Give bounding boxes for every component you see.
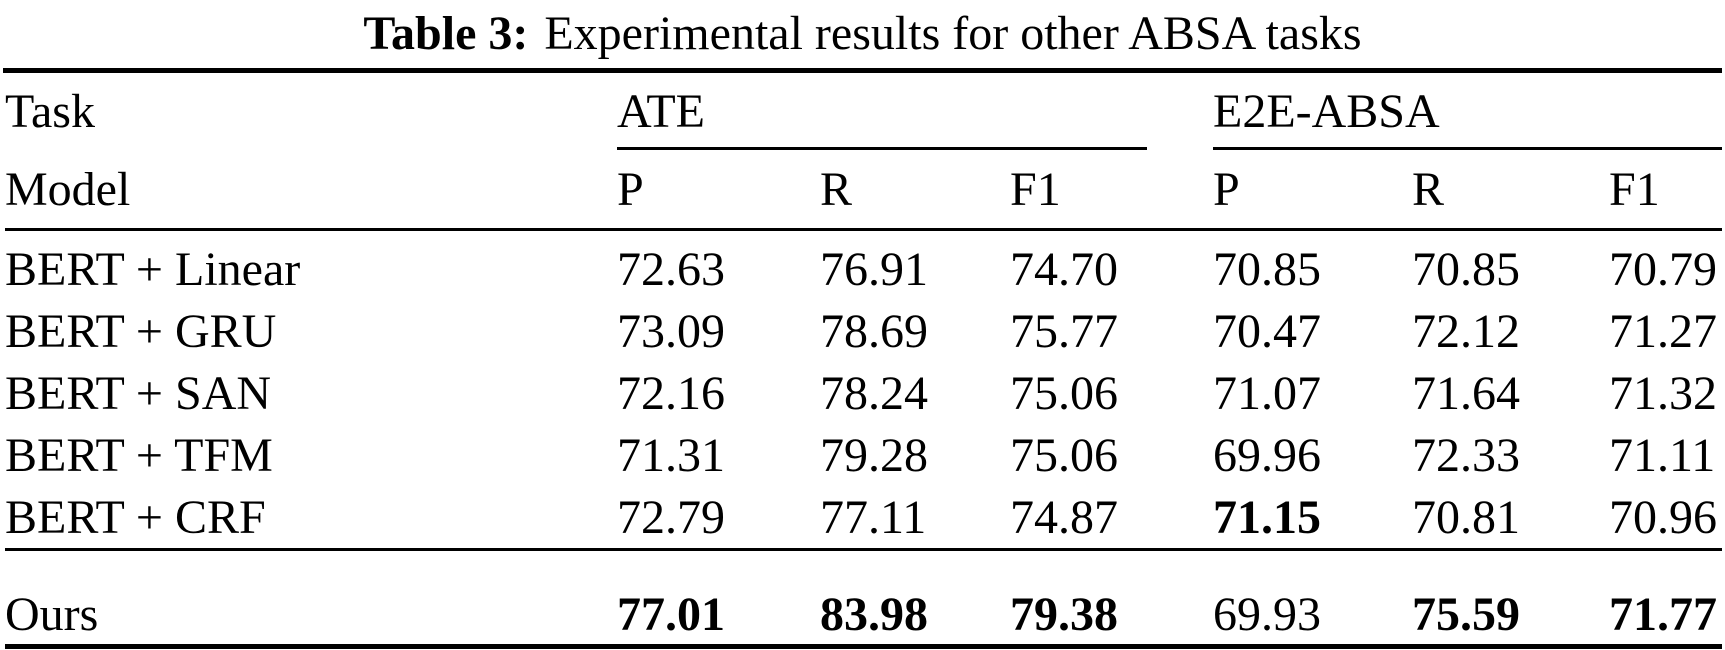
cell-ate-f1: 75.77 [1010, 305, 1118, 359]
group-e2e-label: E2E-ABSA [1213, 85, 1440, 138]
ate-underline-rule [617, 147, 1147, 150]
table-row-bert-tfm: BERT + TFM 71.31 79.28 75.06 69.96 72.33… [5, 424, 1722, 486]
cell-e2e-f1: 70.96 [1609, 490, 1717, 544]
cell-e2e-p-best: 71.15 [1213, 490, 1321, 544]
table-row-bert-crf: BERT + CRF 72.79 77.11 74.87 71.15 70.81… [5, 486, 1722, 548]
cell-ate-r: 77.11 [820, 490, 927, 544]
cell-e2e-p: 69.96 [1213, 428, 1321, 482]
header-ate-f1: F1 [1010, 162, 1061, 216]
model-name: Ours [5, 588, 99, 641]
cell-e2e-p: 69.93 [1213, 588, 1321, 641]
cell-ate-p: 72.79 [617, 490, 725, 544]
caption-text: Experimental results for other ABSA task… [544, 6, 1362, 60]
header-ate-p: P [617, 162, 644, 216]
table-row-bert-gru: BERT + GRU 73.09 78.69 75.77 70.47 72.12… [5, 301, 1722, 363]
cell-e2e-p: 70.47 [1213, 305, 1321, 359]
table-row-ours: Ours 77.01 83.98 79.38 69.93 75.59 71.77 [5, 551, 1722, 649]
cell-e2e-r-best: 75.59 [1412, 588, 1520, 641]
cell-e2e-f1: 71.32 [1609, 366, 1717, 420]
cell-ate-r: 79.28 [820, 428, 928, 482]
header-task: Task [5, 85, 95, 138]
results-table: Task ATE E2E-ABSA Model P R F1 P R F1 BE… [3, 68, 1722, 649]
header-e2e-p: P [1213, 162, 1240, 216]
metric-header-row: Model P R F1 P R F1 [5, 150, 1722, 231]
cell-ate-p: 73.09 [617, 305, 725, 359]
cell-ate-p: 71.31 [617, 428, 725, 482]
cell-ate-f1-best: 79.38 [1010, 588, 1118, 641]
header-e2e-f1: F1 [1609, 162, 1660, 216]
cell-ate-p-best: 77.01 [617, 588, 725, 641]
cell-ate-f1: 74.70 [1010, 243, 1118, 297]
header-group-e2e: E2E-ABSA [1213, 73, 1722, 150]
cell-e2e-r: 72.12 [1412, 305, 1520, 359]
cell-ate-r: 78.69 [820, 305, 928, 359]
cell-e2e-r: 70.81 [1412, 490, 1520, 544]
cell-ate-p: 72.63 [617, 243, 725, 297]
cell-e2e-f1: 71.11 [1609, 428, 1716, 482]
table-row-bert-linear: BERT + Linear 72.63 76.91 74.70 70.85 70… [5, 239, 1722, 301]
cell-ate-f1: 75.06 [1010, 366, 1118, 420]
model-name: BERT + GRU [5, 305, 277, 359]
table-row-bert-san: BERT + SAN 72.16 78.24 75.06 71.07 71.64… [5, 363, 1722, 425]
cell-e2e-r: 70.85 [1412, 243, 1520, 297]
cell-e2e-r: 72.33 [1412, 428, 1520, 482]
cell-e2e-r: 71.64 [1412, 366, 1520, 420]
group-ate-label: ATE [617, 85, 705, 138]
cell-e2e-p: 70.85 [1213, 243, 1321, 297]
e2e-underline-rule [1213, 147, 1722, 150]
header-ate-r: R [820, 162, 853, 216]
table-caption: Table 3: Experimental results for other … [0, 2, 1725, 64]
model-name: BERT + Linear [5, 243, 301, 297]
cell-ate-f1: 75.06 [1010, 428, 1118, 482]
header-model: Model [5, 162, 131, 216]
cell-ate-f1: 74.87 [1010, 490, 1118, 544]
header-e2e-r: R [1412, 162, 1445, 216]
cell-e2e-f1-best: 71.77 [1609, 588, 1717, 641]
cell-e2e-p: 71.07 [1213, 366, 1321, 420]
cell-ate-r: 78.24 [820, 366, 928, 420]
cell-ate-r-best: 83.98 [820, 588, 928, 641]
baseline-rows-section: BERT + Linear 72.63 76.91 74.70 70.85 70… [5, 231, 1722, 551]
model-name: BERT + CRF [5, 490, 266, 544]
cell-ate-r: 76.91 [820, 243, 928, 297]
group-header-row: Task ATE E2E-ABSA [5, 73, 1722, 150]
cell-ate-p: 72.16 [617, 366, 725, 420]
cell-e2e-f1: 70.79 [1609, 243, 1717, 297]
model-name: BERT + TFM [5, 428, 273, 482]
header-group-ate: ATE [617, 73, 1213, 150]
model-name: BERT + SAN [5, 366, 272, 420]
caption-label: Table 3: [363, 6, 529, 60]
cell-e2e-f1: 71.27 [1609, 305, 1717, 359]
